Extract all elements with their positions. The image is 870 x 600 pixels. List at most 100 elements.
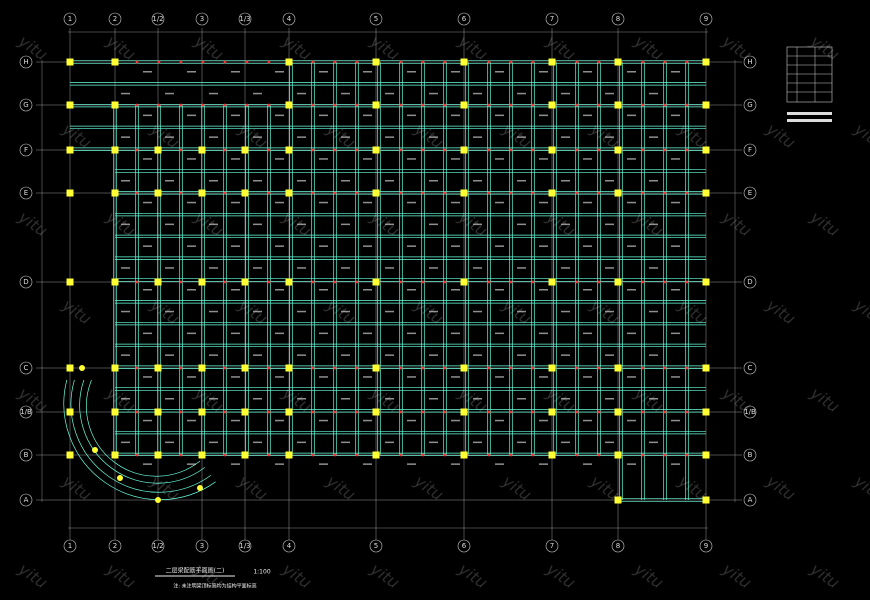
beam-annotation xyxy=(341,267,350,269)
joint xyxy=(135,410,139,414)
beam-annotation xyxy=(253,180,262,182)
axis-bubble xyxy=(151,12,165,26)
beam-annotation xyxy=(253,92,262,95)
beam-annotation xyxy=(231,71,240,73)
beam-annotation xyxy=(143,289,152,291)
beam-annotation xyxy=(495,71,504,73)
beam-annotation xyxy=(473,180,482,182)
joint xyxy=(597,103,601,107)
beam-annotation xyxy=(583,201,592,204)
beam-annotation xyxy=(297,398,306,400)
beam-annotation xyxy=(385,223,394,226)
column xyxy=(614,364,622,372)
column xyxy=(111,58,119,66)
beam-annotation xyxy=(187,463,196,465)
joint xyxy=(333,453,337,457)
joint xyxy=(531,148,535,152)
beam-annotation xyxy=(583,376,592,378)
beam-annotation xyxy=(429,354,438,356)
beam-annotation xyxy=(671,289,680,291)
beam-annotation xyxy=(539,201,548,204)
column xyxy=(372,58,380,66)
column xyxy=(241,408,249,416)
drawing-note: 注: 未注明梁顶标高均为结构平面标高 xyxy=(173,583,256,590)
column xyxy=(111,189,119,197)
beam-annotation xyxy=(473,398,482,400)
joint xyxy=(333,410,337,414)
column xyxy=(241,189,249,197)
beam-annotation xyxy=(165,398,174,400)
beam-annotation xyxy=(121,136,130,138)
axis-label: 4 xyxy=(287,542,292,550)
beam-annotation xyxy=(319,463,328,465)
beam-annotation xyxy=(583,463,592,465)
joint xyxy=(575,366,579,370)
column xyxy=(66,146,74,154)
beam-annotation xyxy=(671,158,680,160)
joint xyxy=(509,366,513,370)
beam-annotation xyxy=(121,354,130,356)
joint xyxy=(443,453,447,457)
axis-label: D xyxy=(23,278,28,286)
column xyxy=(614,451,622,459)
axis-label: G xyxy=(747,101,752,109)
beam-annotation xyxy=(275,201,284,204)
joint xyxy=(685,191,689,195)
beam-annotation xyxy=(473,267,482,269)
joint xyxy=(179,191,183,195)
beam-annotation xyxy=(495,463,504,465)
column xyxy=(548,58,556,66)
joint xyxy=(509,103,513,107)
beam-annotation xyxy=(495,376,504,378)
joint xyxy=(421,60,425,64)
beam-annotation xyxy=(605,398,614,400)
joint xyxy=(223,410,227,414)
beam-annotation xyxy=(627,419,636,422)
axis-bubble xyxy=(195,12,209,26)
joint xyxy=(487,191,491,195)
joint xyxy=(487,366,491,370)
axis-label: 7 xyxy=(550,15,554,23)
joint xyxy=(531,191,535,195)
beam-annotation xyxy=(341,92,350,95)
joint xyxy=(421,410,425,414)
beam-annotation xyxy=(407,376,416,378)
column xyxy=(67,409,73,415)
beam-annotation xyxy=(451,289,460,291)
column xyxy=(241,364,249,372)
joint xyxy=(663,191,667,195)
beam-annotation xyxy=(671,201,680,204)
beam-annotation xyxy=(165,92,174,95)
beam-annotation xyxy=(495,245,504,247)
joint xyxy=(135,148,139,152)
beam-annotation xyxy=(275,289,284,291)
beam-annotation xyxy=(539,376,548,378)
axis-bubble xyxy=(108,12,122,26)
joint xyxy=(267,148,271,152)
beam-annotation xyxy=(517,441,526,444)
joint xyxy=(575,103,579,107)
beam-annotation xyxy=(319,332,328,335)
axis-label: 1/B xyxy=(744,408,756,416)
joint xyxy=(663,410,667,414)
beam-annotation xyxy=(649,136,658,138)
column xyxy=(154,146,162,154)
axis-bubble xyxy=(369,12,383,26)
joint xyxy=(663,366,667,370)
beam-annotation xyxy=(385,92,394,95)
axis-label: 2 xyxy=(113,15,117,23)
beam-annotation xyxy=(319,245,328,247)
column xyxy=(241,146,249,154)
beam-annotation xyxy=(407,71,416,73)
axis-bubble xyxy=(545,12,559,26)
axis-bubble xyxy=(282,12,296,26)
beam-annotation xyxy=(539,419,548,422)
axis-bubble xyxy=(743,55,757,69)
axis-bubble xyxy=(195,539,209,553)
column xyxy=(460,451,468,459)
beam-annotation xyxy=(429,136,438,138)
joint xyxy=(575,191,579,195)
joint xyxy=(355,280,359,284)
joint xyxy=(399,280,403,284)
drawing-title: 二层梁配筋平面图(二) xyxy=(166,567,225,575)
